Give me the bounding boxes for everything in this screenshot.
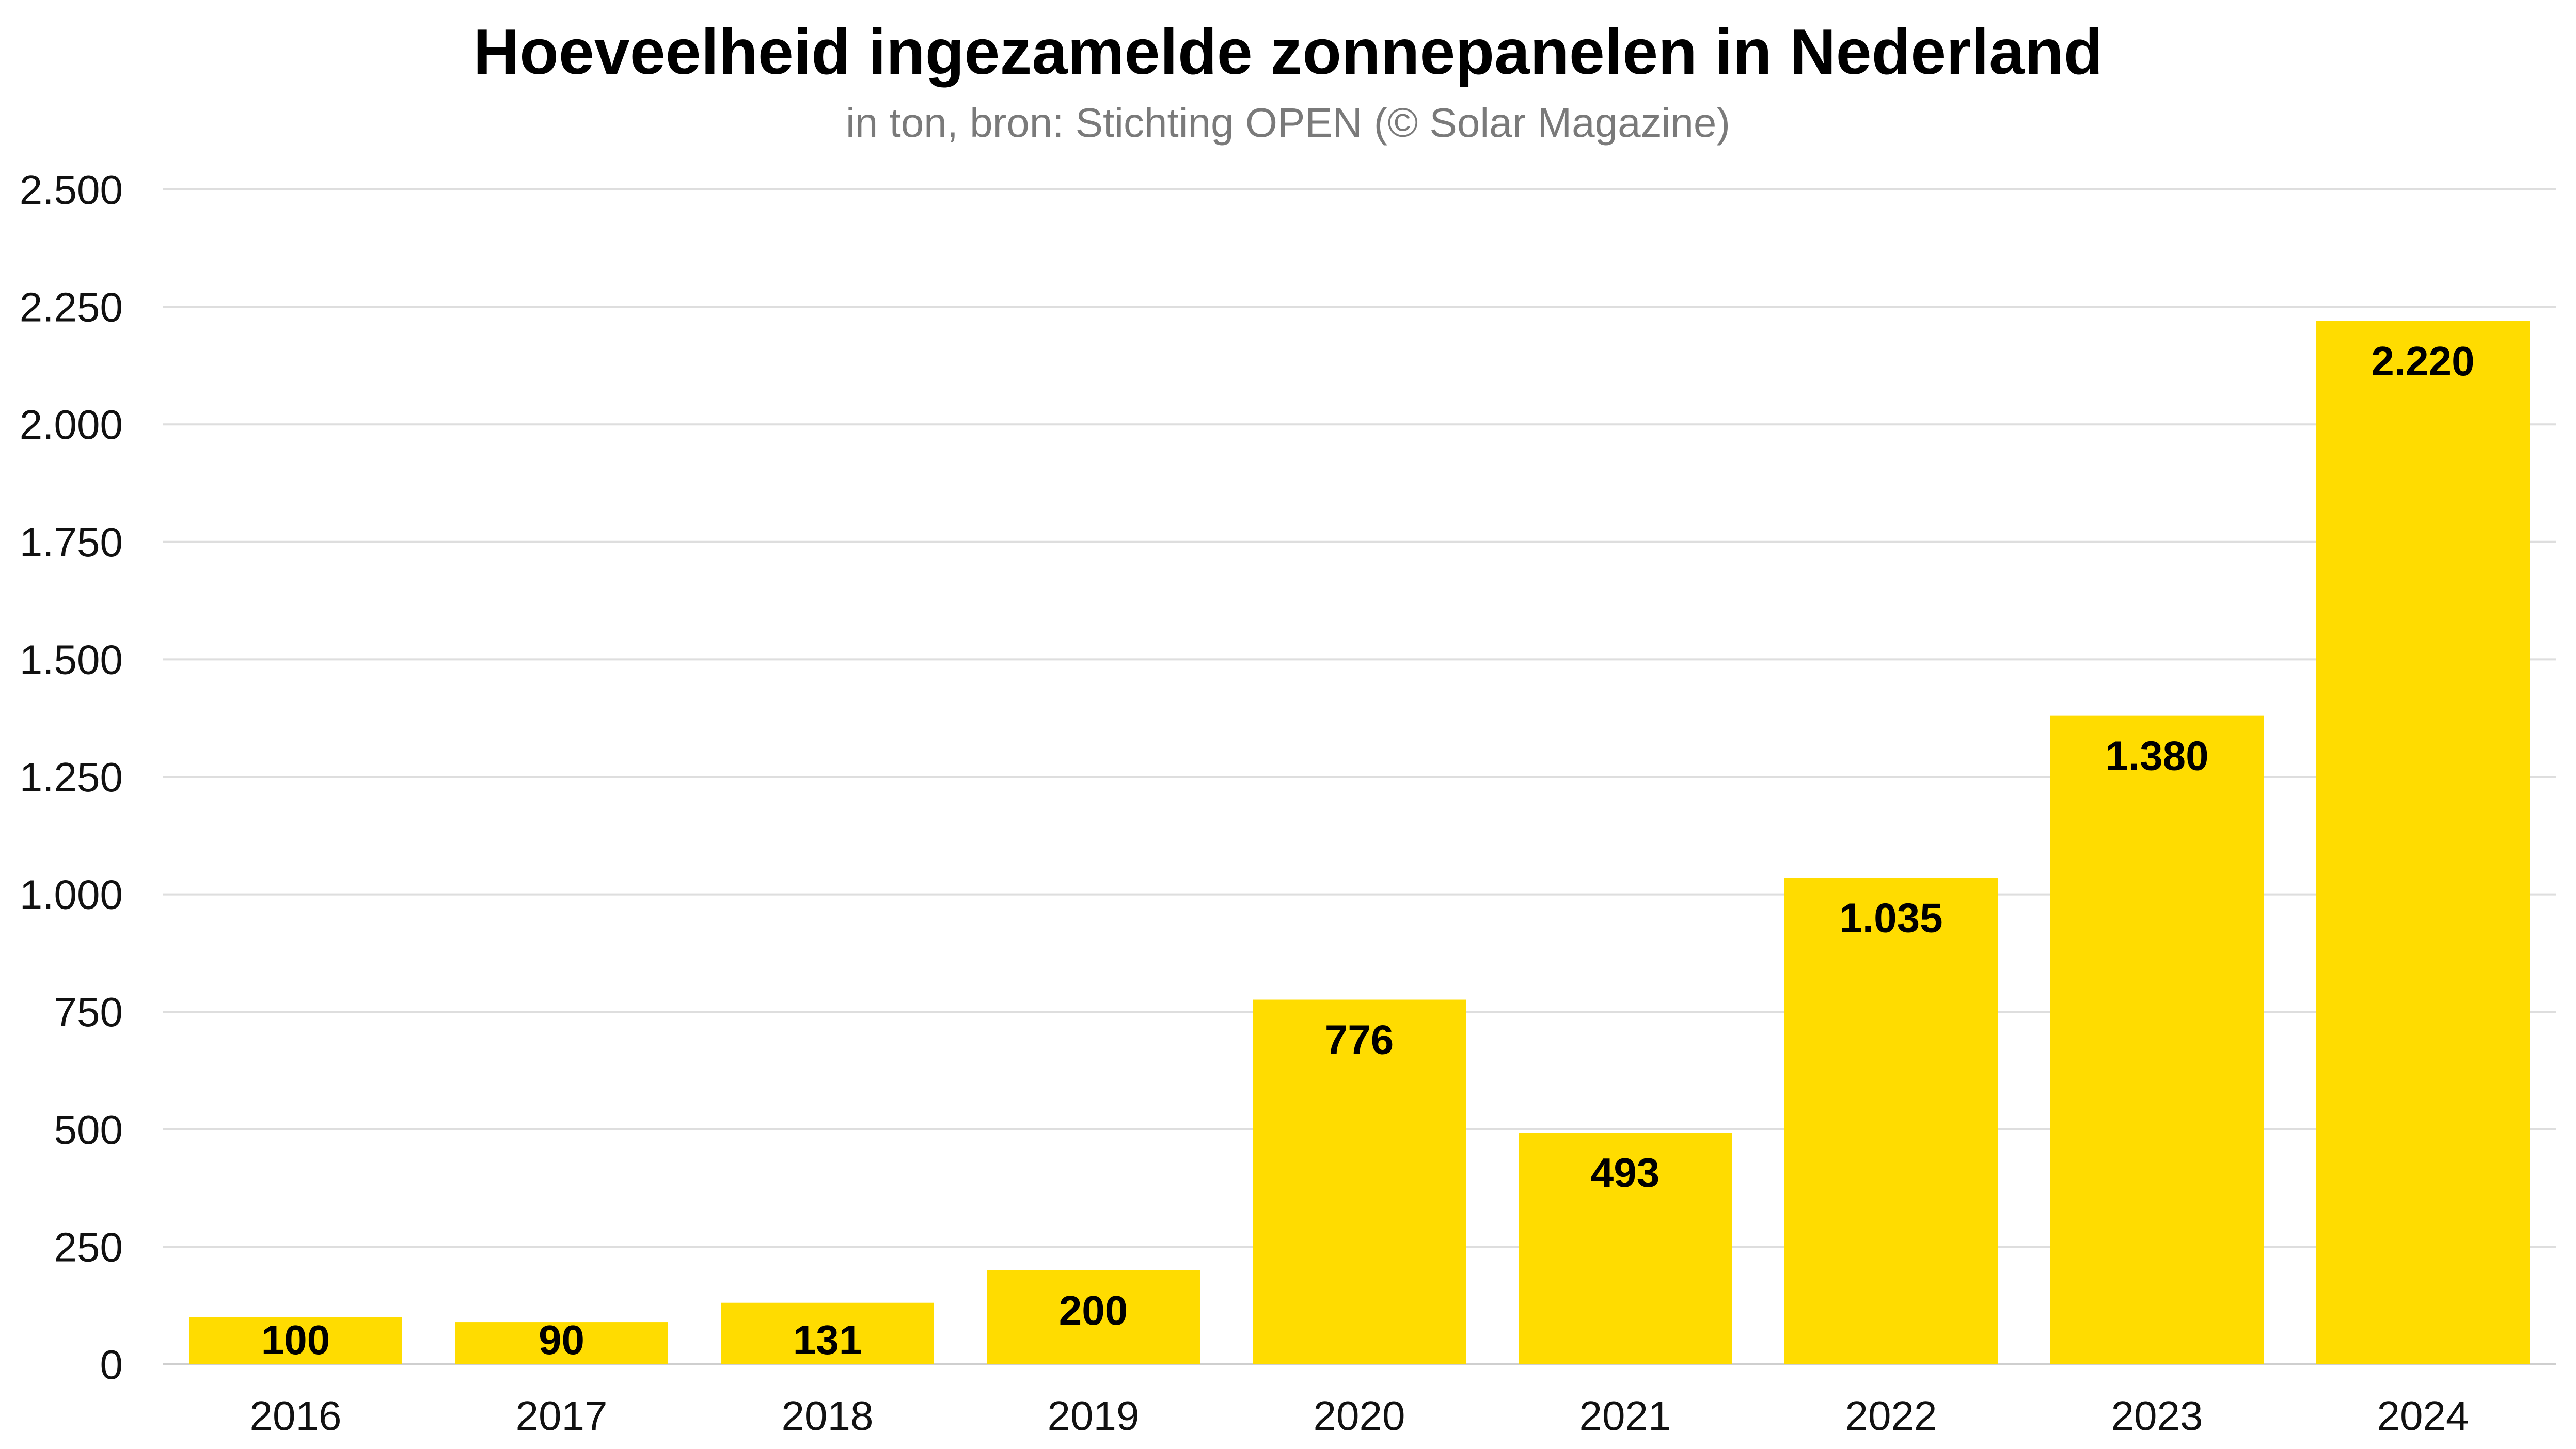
x-tick-label: 2023 (2111, 1393, 2203, 1439)
bar-value-label: 776 (1325, 1017, 1394, 1063)
bar-2024 (2316, 321, 2530, 1364)
x-tick-label: 2017 (516, 1393, 608, 1439)
y-tick-label: 2.250 (20, 284, 123, 330)
x-tick-label: 2018 (782, 1393, 874, 1439)
bar-value-label: 1.380 (2105, 733, 2208, 779)
y-tick-label: 1.250 (20, 754, 123, 800)
bar-2023 (2050, 715, 2264, 1364)
bar-value-label: 90 (539, 1317, 584, 1363)
y-axis-ticks: 0 250 500 750 1.000 1.250 1.500 1.750 2.000 2.250… (20, 167, 123, 1388)
y-tick-label: 750 (54, 989, 123, 1035)
bar-2018 (721, 1302, 934, 1364)
y-tick-label: 2.500 (20, 167, 123, 213)
x-tick-label: 2016 (250, 1393, 342, 1439)
x-tick-label: 2021 (1579, 1393, 1671, 1439)
chart-subtitle: in ton, bron: Stichting OPEN (© Solar Ma… (845, 100, 1731, 146)
y-tick-label: 2.000 (20, 402, 123, 448)
y-tick-label: 1.500 (20, 636, 123, 682)
chart-title: Hoeveelheid ingezamelde zonnepanelen in … (473, 17, 2103, 88)
bars (189, 321, 2530, 1364)
bar-2017 (455, 1322, 668, 1364)
bar-2019 (987, 1270, 1200, 1364)
y-tick-label: 250 (54, 1224, 123, 1270)
bar-value-labels: 100 90 131 200 776 493 1.035 1.380 2.220 (261, 338, 2475, 1363)
x-axis-ticks: 2016 2017 2018 2019 2020 2021 2022 2023 2024 (250, 1393, 2469, 1439)
bar-value-label: 100 (261, 1317, 330, 1363)
x-tick-label: 2024 (2377, 1393, 2469, 1439)
bar-2021 (1519, 1133, 1732, 1364)
bar-value-label: 131 (793, 1317, 862, 1363)
y-tick-label: 1.000 (20, 872, 123, 918)
bar-value-label: 2.220 (2371, 338, 2474, 384)
x-tick-label: 2020 (1314, 1393, 1405, 1439)
bar-value-label: 493 (1591, 1150, 1660, 1196)
x-tick-label: 2019 (1048, 1393, 1140, 1439)
bar-2016 (189, 1317, 402, 1364)
bar-value-label: 1.035 (1839, 895, 1942, 941)
bar-2022 (1784, 878, 1998, 1364)
y-tick-label: 500 (54, 1107, 123, 1153)
y-tick-label: 0 (100, 1342, 123, 1388)
x-tick-label: 2022 (1845, 1393, 1937, 1439)
bar-2020 (1253, 999, 1466, 1364)
y-tick-label: 1.750 (20, 519, 123, 565)
bar-value-label: 200 (1059, 1287, 1128, 1333)
